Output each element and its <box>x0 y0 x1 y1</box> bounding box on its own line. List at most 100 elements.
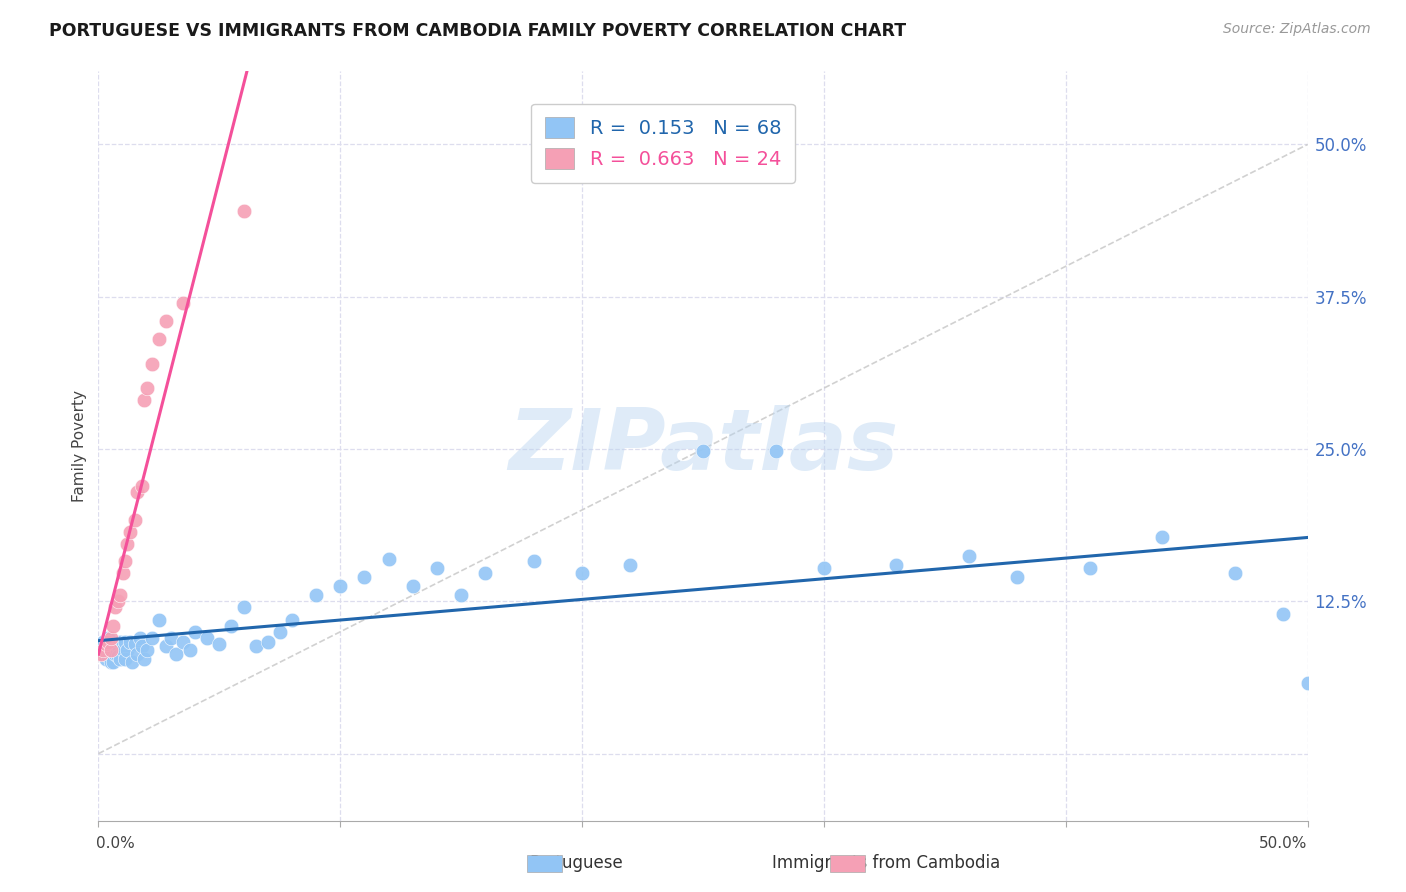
Point <box>107 640 129 654</box>
Point <box>100 647 122 661</box>
Point <box>114 651 136 665</box>
Point <box>127 647 149 661</box>
Point <box>195 631 218 645</box>
Point <box>134 393 156 408</box>
Point <box>160 631 183 645</box>
Point <box>108 651 131 665</box>
Point <box>1007 570 1029 584</box>
Point <box>155 314 177 328</box>
Point <box>329 578 352 592</box>
Point <box>281 613 304 627</box>
Point <box>619 558 641 572</box>
Point <box>107 594 129 608</box>
Point <box>104 647 127 661</box>
Point <box>208 637 231 651</box>
Point <box>221 618 243 632</box>
Point <box>571 566 593 581</box>
Point <box>1296 676 1319 690</box>
Point <box>111 643 134 657</box>
Point <box>108 634 131 648</box>
Point <box>117 643 139 657</box>
Text: Source: ZipAtlas.com: Source: ZipAtlas.com <box>1223 22 1371 37</box>
Point <box>813 561 835 575</box>
Text: Immigrants from Cambodia: Immigrants from Cambodia <box>772 855 1000 872</box>
Point <box>114 554 136 568</box>
Point <box>134 651 156 665</box>
Point <box>135 643 157 657</box>
Point <box>100 631 122 645</box>
Point <box>148 613 170 627</box>
Point <box>91 643 114 657</box>
Point <box>353 570 375 584</box>
Point <box>114 634 136 648</box>
Point <box>179 643 201 657</box>
Point <box>118 634 141 648</box>
Point <box>232 600 254 615</box>
Point <box>100 643 122 657</box>
Point <box>377 551 399 566</box>
Point <box>91 634 114 648</box>
Point <box>127 484 149 499</box>
Point <box>474 566 496 581</box>
Point <box>232 204 254 219</box>
Point <box>957 549 980 564</box>
Point <box>886 558 908 572</box>
Point <box>155 640 177 654</box>
Point <box>256 634 278 648</box>
Point <box>124 637 146 651</box>
Text: ZIPatlas: ZIPatlas <box>508 404 898 488</box>
Point <box>165 647 187 661</box>
Point <box>108 588 131 602</box>
Point <box>101 655 124 669</box>
Text: PORTUGUESE VS IMMIGRANTS FROM CAMBODIA FAMILY POVERTY CORRELATION CHART: PORTUGUESE VS IMMIGRANTS FROM CAMBODIA F… <box>49 22 907 40</box>
Point <box>111 637 134 651</box>
Point <box>97 631 120 645</box>
Point <box>124 513 146 527</box>
Text: Portuguese: Portuguese <box>530 855 623 872</box>
Point <box>1272 607 1295 621</box>
Point <box>523 554 546 568</box>
Point <box>100 655 122 669</box>
Point <box>141 631 163 645</box>
Point <box>111 566 134 581</box>
Point <box>97 649 120 664</box>
Point <box>1078 561 1101 575</box>
Text: 50.0%: 50.0% <box>1260 837 1308 852</box>
Point <box>101 640 124 654</box>
Point <box>135 381 157 395</box>
Point <box>94 651 117 665</box>
Point <box>450 588 472 602</box>
Text: 0.0%: 0.0% <box>96 837 135 852</box>
Point <box>692 444 714 458</box>
Point <box>765 444 787 458</box>
Point <box>128 631 150 645</box>
Point <box>269 624 291 639</box>
Point <box>100 637 122 651</box>
Point <box>104 600 127 615</box>
Point <box>90 647 112 661</box>
Point <box>245 640 267 654</box>
Point <box>1152 530 1174 544</box>
Point <box>97 634 120 648</box>
Point <box>101 618 124 632</box>
Point <box>172 296 194 310</box>
Point <box>117 537 139 551</box>
Point <box>131 640 153 654</box>
Point <box>402 578 425 592</box>
Point <box>131 478 153 492</box>
Point <box>305 588 328 602</box>
Legend: R =  0.153   N = 68, R =  0.663   N = 24: R = 0.153 N = 68, R = 0.663 N = 24 <box>531 103 794 183</box>
Point <box>94 637 117 651</box>
Y-axis label: Family Poverty: Family Poverty <box>72 390 87 502</box>
Point <box>118 524 141 539</box>
Point <box>107 649 129 664</box>
Point <box>172 634 194 648</box>
Point <box>121 655 143 669</box>
Point <box>148 332 170 346</box>
Point <box>104 637 127 651</box>
Point <box>184 624 207 639</box>
Point <box>141 357 163 371</box>
Point <box>94 640 117 654</box>
Point <box>90 643 112 657</box>
Point <box>1223 566 1246 581</box>
